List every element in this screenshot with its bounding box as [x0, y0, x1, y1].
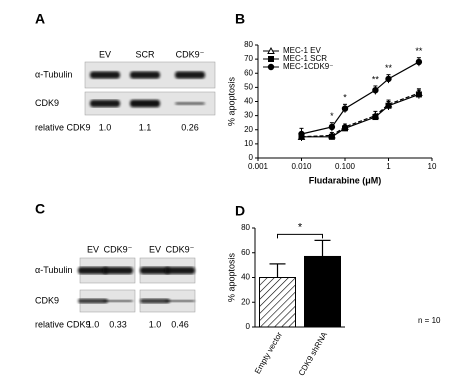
row-label: CDK9	[35, 295, 59, 305]
relative-value: 1.0	[99, 122, 112, 132]
point	[372, 87, 379, 94]
relative-label: relative CDK9	[35, 122, 91, 132]
band	[103, 266, 133, 275]
point	[328, 133, 335, 140]
row-label: CDK9	[35, 98, 59, 108]
y-tick-label: 0	[246, 322, 251, 331]
panel-label: B	[235, 11, 245, 27]
relative-value: 0.33	[109, 319, 127, 329]
y-tick-label: 60	[241, 248, 250, 257]
y-tick-label: 20	[244, 125, 253, 134]
relative-value: 0.26	[181, 122, 199, 132]
x-axis-label: Fludarabine (μM)	[309, 175, 382, 185]
legend-marker	[267, 46, 275, 54]
y-tick-label: 40	[241, 273, 250, 282]
y-axis-label: % apoptosis	[226, 252, 236, 302]
y-axis-label: % apoptosis	[226, 76, 236, 126]
significance: *	[343, 93, 347, 103]
bar	[259, 277, 296, 328]
lane-label: CDK9⁻	[166, 244, 195, 254]
panel-label: D	[235, 203, 245, 219]
relative-value: 1.0	[87, 319, 100, 329]
band	[175, 71, 205, 79]
legend-marker	[267, 63, 275, 71]
lane-label: EV	[149, 244, 161, 254]
significance-bracket	[277, 233, 323, 239]
point	[385, 102, 392, 109]
band	[130, 99, 160, 108]
series-line	[301, 61, 420, 135]
y-tick-label: 80	[244, 40, 253, 49]
band	[130, 71, 160, 79]
lane-label: CDK9⁻	[104, 244, 133, 254]
x-tick-label: 0.010	[291, 162, 312, 171]
y-tick-label: 80	[241, 223, 250, 232]
lane-label: SCR	[135, 49, 155, 59]
row-label: α-Tubulin	[35, 69, 72, 79]
y-tick-label: 50	[244, 82, 253, 91]
point	[298, 130, 305, 138]
y-tick-label: 20	[241, 297, 250, 306]
relative-label: relative CDK9	[35, 319, 91, 329]
band	[165, 299, 195, 303]
significance: *	[330, 111, 334, 121]
lane-label: EV	[99, 49, 111, 59]
point	[415, 91, 422, 98]
legend-label: MEC-1 SCR	[283, 54, 327, 63]
lane-label: EV	[87, 244, 99, 254]
x-tick-label: 1	[386, 162, 391, 171]
band	[90, 71, 120, 79]
series-line	[301, 92, 420, 138]
point	[342, 125, 348, 132]
band	[165, 266, 195, 275]
relative-value: 1.1	[139, 122, 152, 132]
bar	[304, 255, 341, 328]
relative-value: 1.0	[149, 319, 162, 329]
series-line	[301, 93, 420, 138]
x-tick-label: Empty vector	[253, 330, 284, 375]
significance: *	[298, 221, 303, 233]
band	[103, 299, 133, 303]
band	[175, 102, 205, 105]
band	[78, 298, 108, 304]
band	[140, 266, 170, 275]
y-tick-label: 40	[244, 97, 253, 106]
legend-label: MEC-1 EV	[283, 46, 321, 55]
legend-label: MEC-1CDK9⁻	[283, 62, 333, 71]
y-tick-label: 30	[244, 111, 253, 120]
legend-marker	[268, 56, 274, 62]
panel-label: A	[35, 11, 45, 27]
significance: **	[372, 74, 380, 84]
y-tick-label: 10	[244, 139, 253, 148]
point	[372, 114, 379, 121]
x-tick-label: CDK9 shRNA	[297, 330, 330, 377]
point	[341, 105, 349, 112]
x-tick-label: 0.001	[248, 162, 269, 171]
sample-size: n = 10	[418, 316, 441, 325]
row-label: α-Tubulin	[35, 265, 72, 275]
x-tick-label: 10	[428, 162, 437, 171]
band	[140, 298, 170, 304]
significance: **	[385, 63, 393, 73]
point	[415, 58, 423, 66]
relative-value: 0.46	[171, 319, 189, 329]
band	[90, 99, 120, 108]
y-tick-label: 0	[249, 153, 254, 162]
band	[78, 266, 108, 275]
x-tick-label: 0.100	[335, 162, 356, 171]
y-tick-label: 70	[244, 54, 253, 63]
point	[328, 123, 336, 131]
lane-label: CDK9⁻	[176, 49, 205, 59]
panel-label: C	[35, 201, 45, 217]
y-tick-label: 60	[244, 68, 253, 77]
significance: **	[415, 46, 423, 56]
point	[385, 75, 392, 83]
